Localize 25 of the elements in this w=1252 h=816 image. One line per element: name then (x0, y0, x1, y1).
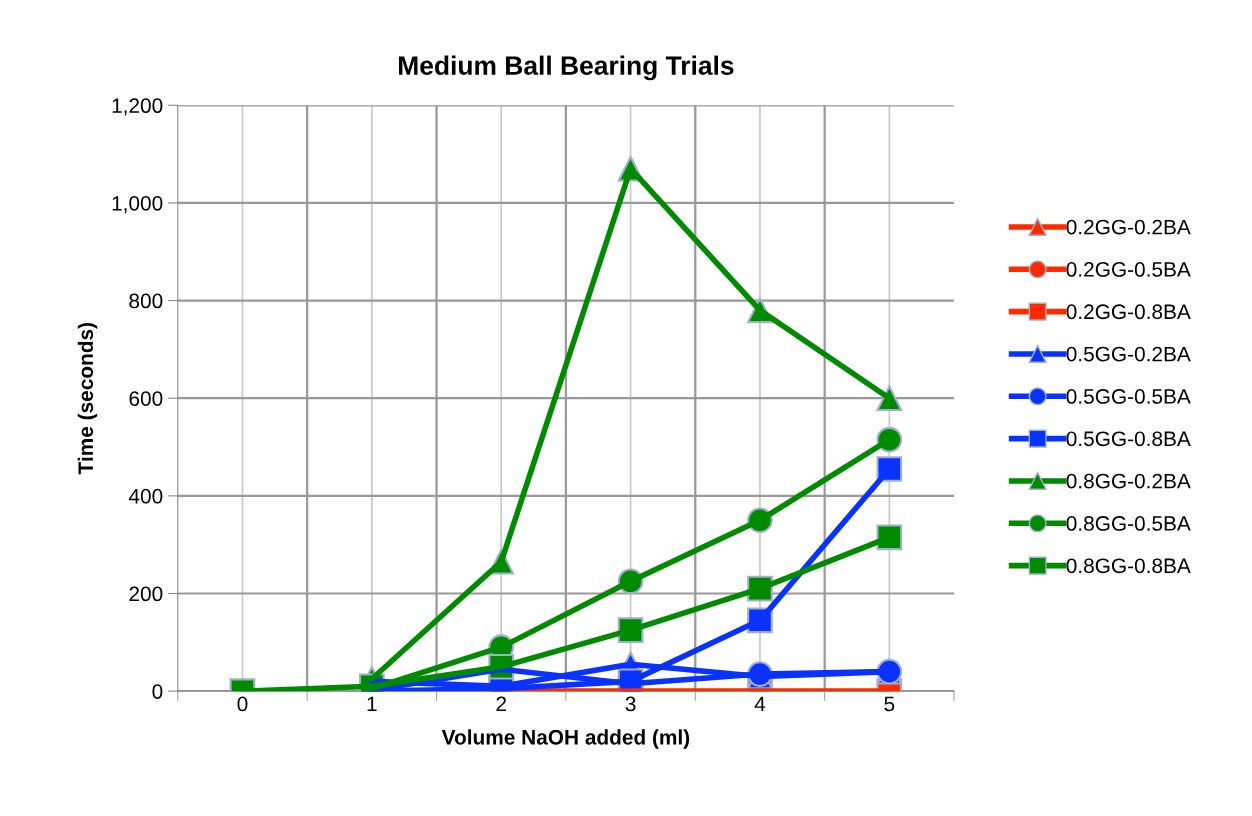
legend-label: 0.5GG-0.5BA (1066, 389, 1191, 404)
y-tick-label: 0 (152, 684, 163, 699)
chart-title: Medium Ball Bearing Trials (399, 55, 734, 81)
x-tick-label: 4 (754, 696, 766, 712)
legend-label: 0.8GG-0.5BA (1066, 516, 1191, 531)
y-tick-label: 400 (128, 488, 163, 504)
y-tick-label: 200 (129, 586, 163, 602)
legend-label: 0.2GG-0.5BA (1066, 262, 1191, 277)
y-axis-title: Time (seconds) (77, 323, 98, 475)
x-axis-title: Volume NaOH added (ml) (441, 729, 690, 749)
y-tick-label: 1,200 (112, 98, 163, 116)
x-tick-label: 3 (625, 696, 636, 712)
legend-label: 0.5GG-0.8BA (1066, 431, 1191, 447)
legend-label: 0.8GG-0.8BA (1066, 558, 1191, 574)
legend-label: 0.2GG-0.8BA (1066, 304, 1191, 320)
legend-label: 0.5GG-0.2BA (1066, 346, 1191, 362)
x-tick-label: 0 (237, 696, 248, 712)
legend-label: 0.2GG-0.2BA (1066, 219, 1191, 235)
x-tick-label: 5 (884, 696, 895, 712)
y-tick-label: 800 (129, 293, 163, 309)
y-tick-label: 600 (129, 391, 163, 406)
legend-label: 0.8GG-0.2BA (1066, 473, 1191, 489)
y-tick-label: 1,000 (112, 195, 163, 214)
x-tick-label: 1 (367, 696, 377, 712)
x-tick-label: 2 (496, 696, 506, 712)
